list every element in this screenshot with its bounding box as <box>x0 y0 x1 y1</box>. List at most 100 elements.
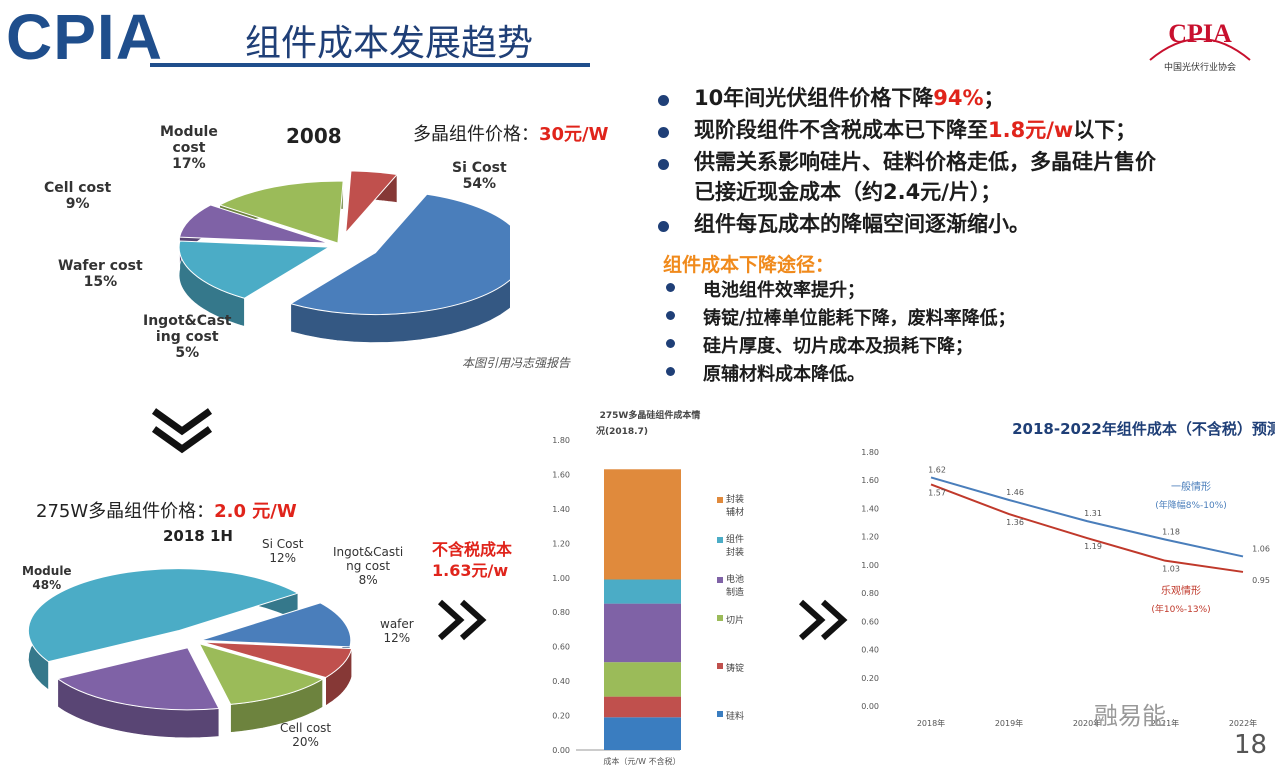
line-data-label: 1.03 <box>1162 565 1180 574</box>
annotation-general-rate: (年降幅8%-10%) <box>1155 499 1227 511</box>
route-dot <box>666 283 675 292</box>
bullet-3: 已接近现金成本（约2.4元/片）； <box>694 176 1001 206</box>
legend-swatch <box>717 497 723 503</box>
line-data-label: 1.57 <box>928 488 946 497</box>
legend-label-2: 制造 <box>726 586 744 598</box>
line-y-tick: 0.00 <box>861 702 879 711</box>
page-number: 18 <box>1234 730 1268 760</box>
forecast-line-chart: 2018-2022年组件成本（不含税）预测 0.00 0.20 0.40 0.60 0.8… <box>861 420 1275 728</box>
bar-segment-电池制造 <box>604 603 681 663</box>
bar-segment-硅料 <box>604 717 681 750</box>
pie-2018-label-wafer: wafer 12% <box>380 617 414 645</box>
pie-2018-slice <box>200 602 352 648</box>
cpia-logo-text: CPIA <box>6 1 163 73</box>
pie-2008-slice <box>178 240 331 299</box>
pie-2018-slice <box>198 642 324 705</box>
line-x-tick: 2020年 <box>1073 718 1101 728</box>
source-note: 本图引用冯志强报告 <box>462 356 571 370</box>
price-2008-label: 多晶组件价格： <box>413 124 539 145</box>
legend-label: 组件 <box>726 533 744 545</box>
bar-y-tick: 1.40 <box>552 505 570 514</box>
price-2008-value: 30元/W <box>539 124 609 145</box>
watermark: 融易能 <box>1094 702 1166 730</box>
line-y-tick: 1.80 <box>861 448 879 457</box>
bar-y-tick: 0.00 <box>552 746 570 755</box>
bullet-dot <box>658 95 669 106</box>
bullet-suffix: 以下； <box>1073 118 1137 142</box>
price-2018-value: 2.0 元/W <box>214 501 297 522</box>
line-data-label: 1.19 <box>1084 542 1102 551</box>
annotation-general: 一般情形 <box>1171 480 1211 493</box>
route-item: 原辅材料成本降低。 <box>703 364 865 385</box>
pie-2018-slice <box>27 568 300 663</box>
pie-2018-slice <box>56 647 220 711</box>
bullet-highlight: 1.8元/w <box>988 118 1074 142</box>
line-data-label: 1.18 <box>1162 527 1180 536</box>
line-data-label: 1.46 <box>1006 488 1024 497</box>
bar-y-tick: 0.40 <box>552 677 570 686</box>
line-data-label: 1.06 <box>1252 544 1270 553</box>
line-data-label: 1.36 <box>1006 518 1024 527</box>
chevron-right-icon-2 <box>798 599 848 641</box>
line-x-tick: 2021年 <box>1151 718 1179 728</box>
line-x-tick: 2022年 <box>1229 718 1257 728</box>
pie-2008-label-si: Si Cost 54% <box>452 160 507 193</box>
bullet-text: 供需关系影响硅片、硅料价格走低，多晶硅片售价 <box>694 150 1156 174</box>
annotation-optimistic: 乐观情形 <box>1161 584 1201 597</box>
bar-x-label: 成本（元/W 不含税） <box>603 756 680 766</box>
bar-chart-title-2: 况(2018.7) <box>596 426 648 437</box>
line-y-tick: 0.20 <box>861 674 879 683</box>
line-series-1 <box>930 483 1244 573</box>
legend-label: 切片 <box>726 614 744 626</box>
line-y-tick: 1.60 <box>861 476 879 485</box>
pie-2018-label-ingot: Ingot&Casti ng cost 8% <box>333 545 404 587</box>
legend-swatch <box>717 577 723 583</box>
legend-label-2: 辅材 <box>726 506 744 518</box>
bar-segment-封装辅材 <box>604 469 681 580</box>
bullet-text: 10年间光伏组件价格下降 <box>694 86 934 110</box>
brand-logo-subtitle: 中国光伏行业协会 <box>1164 61 1236 73</box>
bullet-dot <box>658 221 669 232</box>
legend-swatch <box>717 663 723 669</box>
pie-2018-label-module: Module 48% <box>22 564 72 592</box>
route-dot <box>666 367 675 376</box>
pie-2018-slice <box>202 641 353 679</box>
pie-2008-title: 2008 <box>286 124 342 148</box>
line-y-tick: 0.60 <box>861 617 879 626</box>
routes-title: 组件成本下降途径： <box>663 254 835 276</box>
chevron-down-icon <box>151 408 213 454</box>
route-item: 硅片厚度、切片成本及损耗下降； <box>703 336 973 357</box>
route-dot <box>666 311 675 320</box>
brand-logo-text: CPIA <box>1168 19 1232 48</box>
annotation-optimistic-rate: (年10%-13%) <box>1151 603 1210 615</box>
legend-label: 电池 <box>726 573 744 585</box>
legend-label: 铸锭 <box>726 662 744 674</box>
line-data-label: 1.62 <box>928 465 946 474</box>
route-dot <box>666 339 675 348</box>
pie-2018-chart <box>27 568 353 739</box>
line-x-tick: 2019年 <box>995 718 1023 728</box>
bar-y-tick: 1.60 <box>552 470 570 479</box>
line-chart-title: 2018-2022年组件成本（不含税）预测 <box>1012 420 1275 438</box>
tax-free-cost-note: 不含税成本 1.63元/w <box>432 540 513 580</box>
route-item: 铸锭/拉棒单位能耗下降，废料率降低； <box>703 308 1016 329</box>
bar-segment-切片 <box>604 662 681 697</box>
line-y-tick: 0.80 <box>861 589 879 598</box>
pie-2018-title: 2018 1H <box>163 527 233 545</box>
pie-2008-slice <box>289 193 510 316</box>
bullet-text: 已接近现金成本（约2.4元/片）； <box>694 180 1002 204</box>
bullet-dot <box>658 159 669 170</box>
bar-y-tick: 0.80 <box>552 608 570 617</box>
bar-y-tick: 1.00 <box>552 574 570 583</box>
bullet-2: 供需关系影响硅片、硅料价格走低，多晶硅片售价 <box>694 146 1156 176</box>
pie-2018-label-cell: Cell cost 20% <box>280 721 332 749</box>
legend-label-2: 封装 <box>726 546 744 558</box>
bar-y-tick: 1.80 <box>552 436 570 445</box>
bar-segment-铸锭 <box>604 696 681 718</box>
bar-segment-组件封装 <box>604 579 681 604</box>
pie-2008-slice <box>178 204 330 244</box>
title-underline <box>150 63 590 67</box>
price-2008: 多晶组件价格：30元/W <box>413 120 608 146</box>
legend-swatch <box>717 615 723 621</box>
price-2018-label: 275W多晶组件价格： <box>36 501 215 522</box>
